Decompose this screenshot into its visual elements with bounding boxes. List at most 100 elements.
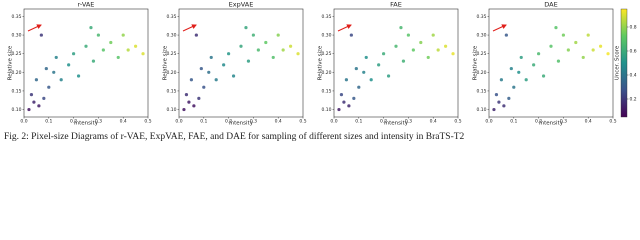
point — [347, 104, 351, 108]
panel-title: FAE — [390, 1, 402, 9]
point — [566, 48, 570, 52]
point — [39, 33, 43, 37]
point — [352, 96, 356, 100]
point — [377, 63, 381, 67]
point — [337, 107, 341, 112]
x-tick-label: 0.2 — [70, 119, 77, 125]
point — [382, 52, 386, 56]
point — [32, 100, 36, 104]
point — [497, 100, 501, 104]
point — [264, 40, 268, 45]
point — [222, 63, 226, 67]
y-tick-label: 0.15 — [11, 88, 21, 94]
point — [67, 63, 71, 67]
x-tick-label: 0.5 — [454, 119, 461, 125]
point — [27, 107, 31, 112]
point — [91, 59, 96, 63]
point — [431, 33, 435, 37]
x-tick-label: 0.0 — [485, 119, 492, 125]
plot-frame — [488, 8, 614, 118]
y-tick-label: 0.15 — [321, 88, 331, 94]
x-axis-label: Intensity — [74, 121, 99, 127]
x-tick-label: 0.5 — [299, 119, 306, 125]
point — [227, 52, 231, 56]
point — [364, 55, 368, 60]
point — [44, 66, 48, 71]
point — [289, 44, 293, 48]
point — [554, 26, 558, 30]
point — [96, 33, 100, 37]
point — [256, 48, 260, 52]
x-tick-label: 0.1 — [510, 119, 517, 125]
y-tick-label: 0.25 — [476, 51, 486, 57]
point — [512, 85, 516, 89]
colorbar — [620, 8, 628, 118]
point — [502, 104, 506, 108]
point — [342, 100, 346, 104]
point — [591, 48, 595, 52]
y-axis-label: Relative size — [318, 45, 324, 80]
colorbar-label: Uncer. Score — [615, 45, 621, 80]
x-tick-label: 0.3 — [405, 119, 412, 125]
x-tick-label: 0.4 — [430, 119, 437, 125]
point — [574, 40, 578, 45]
point — [246, 59, 251, 63]
y-axis-label: Relative size — [8, 45, 14, 80]
x-tick-label: 0.5 — [144, 119, 151, 125]
y-tick-label: 0.20 — [166, 70, 176, 76]
y-tick-label: 0.25 — [166, 51, 176, 57]
point — [244, 26, 248, 30]
point — [561, 33, 566, 37]
point — [202, 85, 206, 89]
point — [344, 78, 348, 82]
y-tick-label: 0.25 — [11, 51, 21, 57]
x-tick-label: 0.4 — [120, 119, 127, 125]
point — [214, 78, 218, 82]
point — [52, 70, 56, 74]
caption: Fig. 2: Pixel-size Diagrams of r-VAE, Ex… — [4, 131, 465, 141]
point — [134, 44, 138, 48]
point — [182, 107, 186, 112]
y-tick-label: 0.35 — [11, 14, 21, 20]
plot-frame — [178, 8, 304, 118]
point — [386, 74, 391, 78]
x-axis-label: Intensity — [229, 121, 254, 127]
x-axis-label: Intensity — [384, 121, 409, 127]
point — [199, 66, 203, 71]
point — [394, 44, 398, 48]
x-tick-label: 0.3 — [560, 119, 567, 125]
point — [444, 44, 448, 48]
point — [59, 78, 63, 82]
point — [411, 48, 415, 52]
point — [251, 33, 255, 37]
colorbar-tick-label: 0.2 — [630, 97, 637, 103]
y-tick-label: 0.35 — [321, 14, 331, 20]
y-tick-label: 0.10 — [11, 107, 21, 113]
point — [504, 33, 508, 37]
point — [451, 52, 455, 56]
point — [84, 44, 88, 48]
point — [101, 48, 105, 52]
y-tick-label: 0.25 — [321, 51, 331, 57]
point — [281, 48, 285, 52]
plot-frame — [333, 8, 459, 118]
y-tick-label: 0.30 — [476, 33, 486, 39]
y-tick-label: 0.30 — [166, 33, 176, 39]
point — [276, 33, 280, 37]
point — [524, 78, 528, 82]
point — [231, 74, 236, 78]
point — [354, 66, 358, 71]
y-tick-label: 0.20 — [11, 70, 21, 76]
x-tick-label: 0.1 — [200, 119, 207, 125]
y-tick-label: 0.10 — [166, 107, 176, 113]
annotation-arrow — [27, 24, 42, 32]
y-axis-label: Relative size — [163, 45, 169, 80]
point — [357, 85, 361, 89]
point — [141, 52, 145, 56]
y-tick-label: 0.10 — [321, 107, 331, 113]
point — [369, 78, 373, 82]
point — [419, 40, 423, 45]
point — [362, 70, 366, 74]
point — [239, 44, 243, 48]
point — [194, 33, 198, 37]
